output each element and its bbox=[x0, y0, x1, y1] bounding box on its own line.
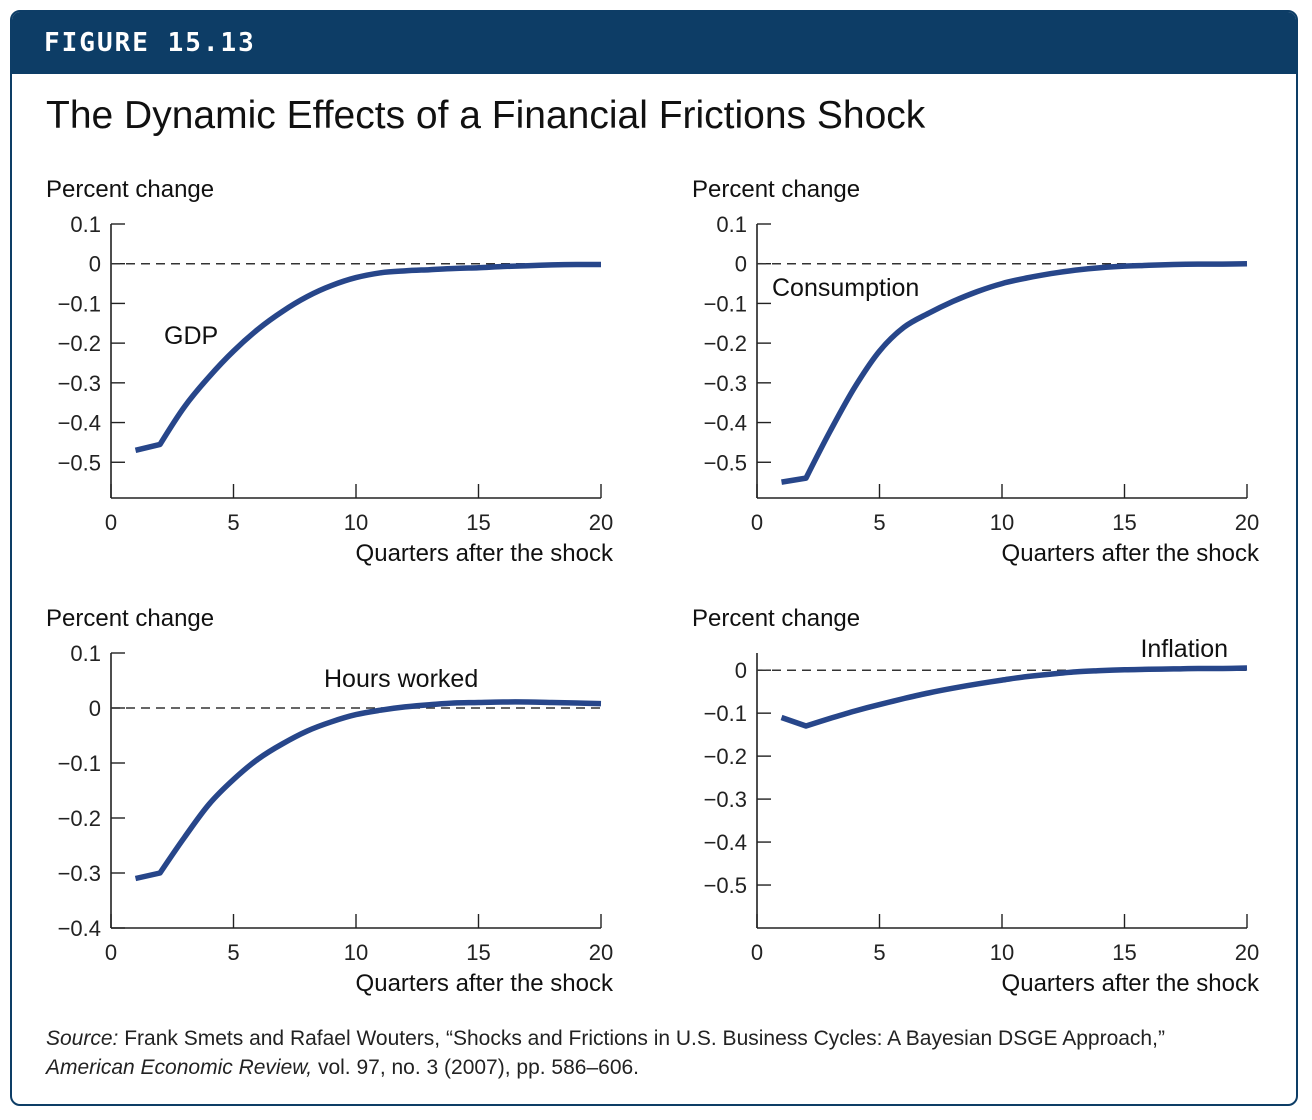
x-tick-label: 20 bbox=[1235, 510, 1259, 535]
source-rest: vol. 97, no. 3 (2007), pp. 586–606. bbox=[312, 1056, 640, 1079]
x-tick-label: 20 bbox=[589, 940, 613, 965]
y-axis-title: Percent change bbox=[692, 605, 860, 632]
y-tick-label: −0.3 bbox=[58, 861, 101, 886]
y-tick-label: 0.1 bbox=[70, 641, 101, 666]
y-tick-label: 0.1 bbox=[716, 212, 747, 237]
series-line bbox=[781, 260, 1248, 485]
y-tick-label: −0.4 bbox=[58, 411, 101, 436]
source-prefix: Source: bbox=[46, 1027, 119, 1050]
x-tick-label: 5 bbox=[227, 940, 239, 965]
series-label: Hours worked bbox=[324, 665, 478, 693]
x-tick-label: 5 bbox=[873, 510, 885, 535]
x-tick-label: 0 bbox=[751, 940, 763, 965]
chart-inflation: Percent change 0 −0.1 −0.2 −0.3 −0.4 −0.5 0 5 10 1… bbox=[692, 605, 1260, 997]
x-axis-title: Quarters after the shock bbox=[356, 970, 614, 997]
x-tick-label: 0 bbox=[105, 940, 117, 965]
y-tick-label: −0.5 bbox=[58, 450, 101, 475]
x-tick-label: 20 bbox=[589, 510, 613, 535]
x-tick-label: 0 bbox=[105, 510, 117, 535]
y-tick-label: −0.5 bbox=[704, 873, 747, 898]
source-journal: American Economic Review, bbox=[46, 1056, 313, 1079]
series-line bbox=[134, 699, 602, 882]
x-tick-label: 5 bbox=[227, 510, 239, 535]
y-tick-label: 0 bbox=[735, 252, 747, 277]
y-tick-label: −0.4 bbox=[704, 830, 747, 855]
y-tick-label: 0.1 bbox=[70, 212, 101, 237]
chart-gdp: Percent change 0.1 0 −0.1 −0.2 −0.3 −0.4 −0.5 0 5… bbox=[46, 176, 614, 567]
source-note: Source: Frank Smets and Rafael Wouters, … bbox=[46, 1024, 1206, 1082]
y-axis-title: Percent change bbox=[46, 605, 214, 632]
y-tick-label: −0.2 bbox=[704, 331, 747, 356]
x-tick-label: 15 bbox=[466, 940, 490, 965]
x-tick-label: 0 bbox=[751, 510, 763, 535]
y-tick-label: −0.1 bbox=[58, 751, 101, 776]
y-tick-label: −0.2 bbox=[704, 744, 747, 769]
y-tick-label: 0 bbox=[89, 696, 101, 721]
y-tick-label: −0.2 bbox=[58, 806, 101, 831]
y-tick-label: −0.2 bbox=[58, 331, 101, 356]
series-label: GDP bbox=[164, 322, 218, 350]
x-axis-title: Quarters after the shock bbox=[356, 540, 614, 567]
x-axis-title: Quarters after the shock bbox=[1002, 540, 1260, 567]
x-tick-label: 15 bbox=[1112, 510, 1136, 535]
x-axis-title: Quarters after the shock bbox=[1002, 970, 1260, 997]
series-label: Inflation bbox=[1140, 635, 1228, 663]
chart-consumption: Percent change 0.1 0 −0.1 −0.2 −0.3 −0.4 −0.5 0 5… bbox=[692, 176, 1260, 567]
y-tick-label: −0.4 bbox=[58, 916, 101, 941]
y-tick-label: −0.3 bbox=[704, 787, 747, 812]
x-tick-label: 15 bbox=[466, 510, 490, 535]
x-tick-label: 10 bbox=[344, 510, 368, 535]
y-tick-label: 0 bbox=[735, 658, 747, 683]
y-axis-title: Percent change bbox=[692, 176, 860, 203]
y-axis-title: Percent change bbox=[46, 176, 214, 203]
y-tick-label: −0.1 bbox=[704, 701, 747, 726]
y-tick-label: −0.4 bbox=[704, 411, 747, 436]
figure-frame: FIGURE 15.13 The Dynamic Effects of a Fi… bbox=[10, 10, 1298, 1106]
y-tick-label: 0 bbox=[89, 252, 101, 277]
series-line bbox=[780, 665, 1248, 729]
figure-header: FIGURE 15.13 bbox=[12, 12, 1296, 74]
y-tick-label: −0.1 bbox=[58, 291, 101, 316]
source-authors: Frank Smets and Rafael Wouters, “Shocks … bbox=[118, 1027, 1165, 1050]
series-label: Consumption bbox=[772, 274, 919, 302]
x-tick-label: 10 bbox=[990, 940, 1014, 965]
x-tick-label: 10 bbox=[990, 510, 1014, 535]
figure-title: The Dynamic Effects of a Financial Frict… bbox=[46, 94, 926, 137]
y-tick-label: −0.5 bbox=[704, 450, 747, 475]
y-tick-label: −0.3 bbox=[704, 371, 747, 396]
x-tick-label: 20 bbox=[1235, 940, 1259, 965]
y-tick-label: −0.3 bbox=[58, 371, 101, 396]
x-tick-label: 10 bbox=[344, 940, 368, 965]
y-tick-label: −0.1 bbox=[704, 291, 747, 316]
series-line bbox=[134, 261, 602, 453]
x-tick-label: 15 bbox=[1112, 940, 1136, 965]
figure-label: FIGURE 15.13 bbox=[44, 28, 256, 58]
x-tick-label: 5 bbox=[873, 940, 885, 965]
